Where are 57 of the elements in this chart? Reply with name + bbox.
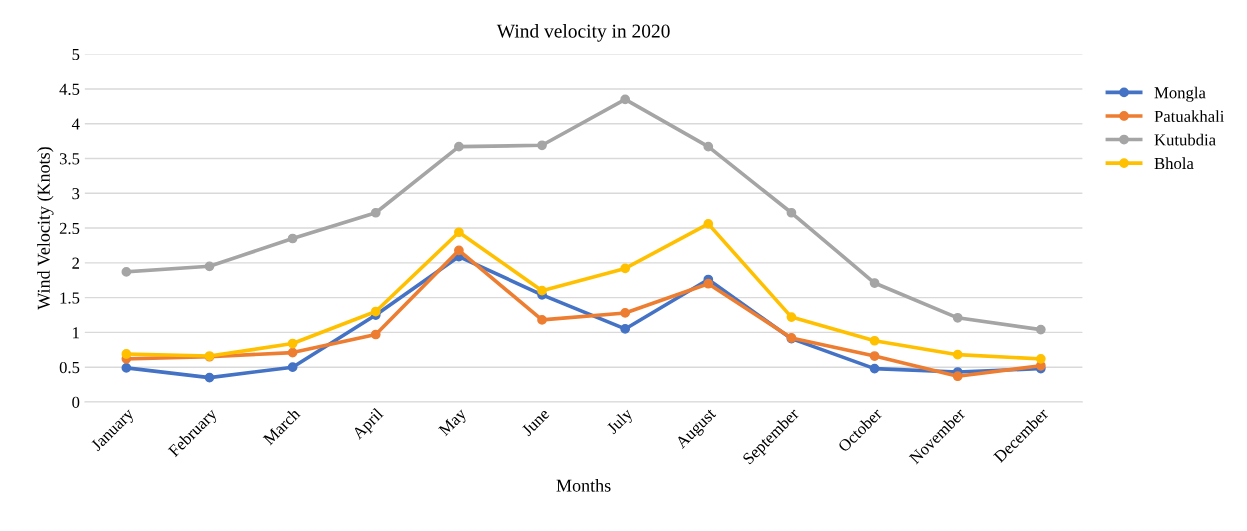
point (454, 245, 464, 256)
chart-title: Wind velocity in 2020 (496, 24, 670, 42)
point (204, 372, 215, 383)
y-tick-label: 2 (72, 257, 80, 269)
point (869, 278, 880, 288)
y-tick-label: 3 (72, 188, 80, 200)
point (703, 219, 714, 229)
point (869, 351, 880, 361)
y-tick-label: 1 (73, 327, 79, 339)
y-tick-label: 2.5 (59, 222, 80, 235)
point (454, 227, 464, 238)
y-tick-label: 4 (71, 118, 80, 130)
point (370, 207, 381, 218)
point (703, 278, 714, 289)
y-tick-label: 1.5 (60, 292, 80, 304)
legend-label: Patuakhali (1154, 110, 1225, 122)
point (869, 335, 880, 346)
point (537, 285, 547, 296)
point (703, 141, 714, 152)
point (121, 349, 132, 359)
x-axis-title: Months (556, 479, 611, 492)
point (287, 347, 298, 358)
point (537, 315, 547, 325)
legend-label: Bhola (1154, 157, 1194, 170)
point (287, 233, 298, 244)
y-tick-label: 0 (72, 396, 80, 408)
point (869, 363, 880, 374)
point (287, 362, 298, 373)
point (454, 141, 464, 152)
x-tick-label: July (605, 406, 636, 437)
y-tick-label: 5 (72, 49, 80, 61)
legend-label: Kutubdia (1154, 133, 1216, 146)
point (786, 312, 797, 322)
point (1035, 324, 1046, 335)
y-tick-label: 0.5 (59, 361, 80, 374)
point (952, 312, 963, 323)
point (620, 94, 631, 105)
point (537, 140, 547, 151)
point (204, 261, 215, 272)
y-tick-label: 4.5 (59, 83, 80, 95)
y-tick-label: 3.5 (59, 153, 80, 165)
x-tick-label: May (438, 407, 470, 439)
point (121, 267, 132, 277)
point (620, 263, 631, 274)
point (952, 349, 963, 360)
y-axis-title: Wind Velocity (Knots) (37, 147, 54, 310)
point (121, 363, 132, 373)
point (287, 338, 298, 349)
point (952, 371, 963, 382)
x-tick-label: June (521, 407, 550, 437)
point (786, 207, 797, 218)
point (370, 329, 381, 340)
point (1035, 353, 1046, 364)
point (620, 324, 631, 334)
legend-label: Mongla (1154, 86, 1206, 102)
point (620, 308, 631, 318)
point (370, 306, 381, 317)
